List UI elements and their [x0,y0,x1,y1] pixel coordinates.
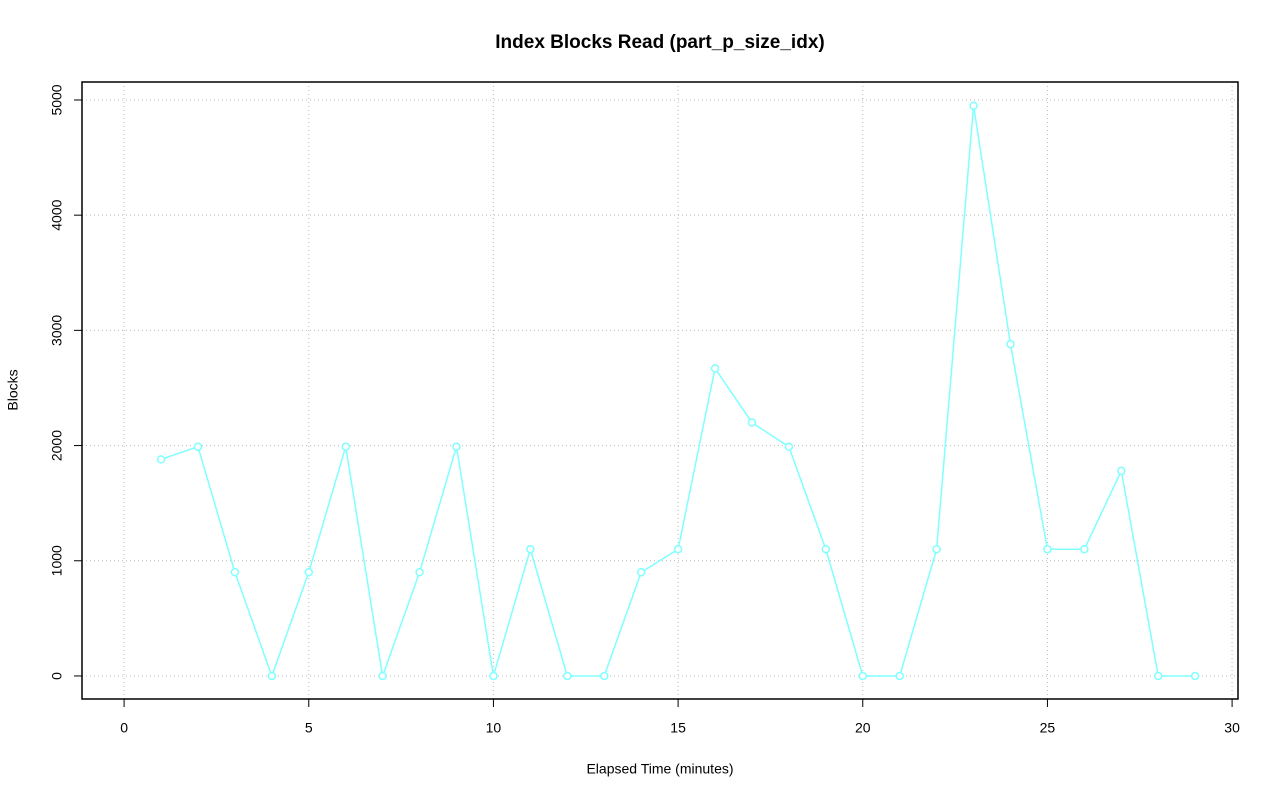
data-point [673,544,683,554]
data-point [341,442,350,451]
data-point [489,671,498,681]
data-point [1006,339,1015,349]
data-point [267,671,277,681]
data-point [452,442,461,451]
data-point [304,568,314,577]
y-tick-label: 5000 [49,84,65,115]
x-tick-label: 30 [1224,720,1240,736]
data-point [1153,671,1163,681]
data-point [526,544,535,554]
data-point [858,671,868,681]
data-point [378,671,387,681]
data-point [193,442,203,451]
x-tick-label: 0 [120,720,128,736]
y-tick-label: 1000 [49,545,65,576]
y-tick-label: 2000 [49,430,65,461]
data-point [636,568,646,577]
data-point [1043,544,1052,554]
chart-title: Index Blocks Read (part_p_size_idx) [495,32,824,53]
data-point [156,455,166,464]
y-tick-label: 4000 [49,199,65,230]
data-point [747,418,757,427]
y-tick-label: 3000 [49,315,65,346]
data-point [599,671,609,681]
data-point [415,568,424,577]
data-point [932,544,941,554]
data-point [784,442,794,451]
data-point [821,544,831,554]
y-axis-label: Blocks [5,369,21,410]
y-tick-label: 0 [49,672,65,680]
x-axis-label: Elapsed Time (minutes) [586,761,733,777]
data-point [1190,671,1200,681]
x-tick-label: 5 [305,720,313,736]
plot-frame [81,81,1239,700]
data-point [895,671,904,681]
x-tick-label: 25 [1040,720,1056,736]
data-point [1080,544,1089,554]
data-point [563,671,572,681]
data-point [710,364,720,373]
x-tick-label: 15 [670,720,686,736]
x-tick-label: 10 [486,720,502,736]
x-tick-label: 20 [855,720,871,736]
data-point [1117,466,1126,476]
data-point [969,101,978,110]
data-point [230,568,240,577]
